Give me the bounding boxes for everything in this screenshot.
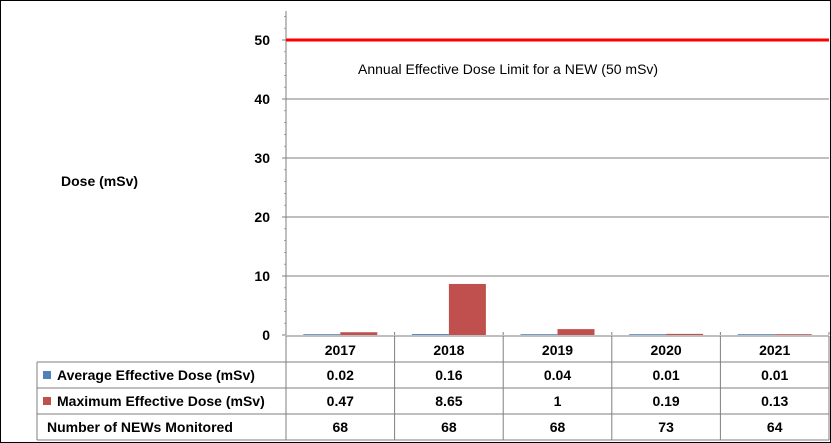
max-dose-bar-2021 [774, 334, 812, 335]
row-label: Maximum Effective Dose (mSv) [57, 393, 265, 409]
table-cell: 0.13 [761, 393, 788, 409]
avg-dose-bar-2020 [629, 334, 667, 335]
avg-dose-bar-2018 [411, 334, 449, 335]
table-cell: 73 [658, 419, 674, 435]
data-table: 2017 2018 2019 2020 2021 Average Effective Do… [36, 335, 830, 441]
table-cell: 68 [550, 419, 566, 435]
max-dose-bar-2017 [340, 332, 378, 335]
y-tick-label: 30 [254, 150, 270, 166]
table-cell: 68 [333, 419, 349, 435]
y-tick-label: 50 [254, 32, 270, 48]
table-cell: 0.47 [327, 393, 354, 409]
table-cell: 0.01 [652, 367, 679, 383]
category-label-2019: 2019 [542, 342, 573, 358]
table-cell: 1 [554, 393, 562, 409]
row-label: Average Effective Dose (mSv) [57, 367, 255, 383]
table-cell: 8.65 [435, 393, 462, 409]
dose-limit-label: Annual Effective Dose Limit for a NEW (5… [358, 61, 658, 77]
category-label-2021: 2021 [759, 342, 790, 358]
max-dose-bar-2018 [448, 283, 486, 335]
table-cell: 64 [767, 419, 783, 435]
table-cell: 0.01 [761, 367, 788, 383]
avg-dose-bar-2017 [303, 334, 341, 335]
y-tick-label: 20 [254, 209, 270, 225]
table-cell: 0.04 [544, 367, 571, 383]
table-cell: 0.16 [435, 367, 462, 383]
legend-key [43, 397, 51, 405]
table-cell: 0.19 [652, 393, 679, 409]
category-label-2018: 2018 [433, 342, 464, 358]
max-dose-bar-2019 [557, 329, 595, 335]
max-dose-bar-2020 [666, 333, 704, 335]
avg-dose-bar-2021 [737, 334, 775, 335]
table-cell: 68 [441, 419, 457, 435]
legend-key [43, 371, 51, 379]
avg-dose-bar-2019 [520, 334, 558, 335]
bars [303, 283, 812, 335]
y-axis-title: Dose (mSv) [61, 173, 138, 189]
table-cell: 0.02 [327, 367, 354, 383]
row-label: Number of NEWs Monitored [47, 419, 233, 435]
y-tick-label: 10 [254, 268, 270, 284]
value-axis: 0 10 20 30 40 50 [254, 11, 830, 343]
y-tick-label: 0 [262, 327, 270, 343]
category-label-2020: 2020 [651, 342, 682, 358]
category-label-2017: 2017 [325, 342, 356, 358]
y-tick-label: 40 [254, 91, 270, 107]
